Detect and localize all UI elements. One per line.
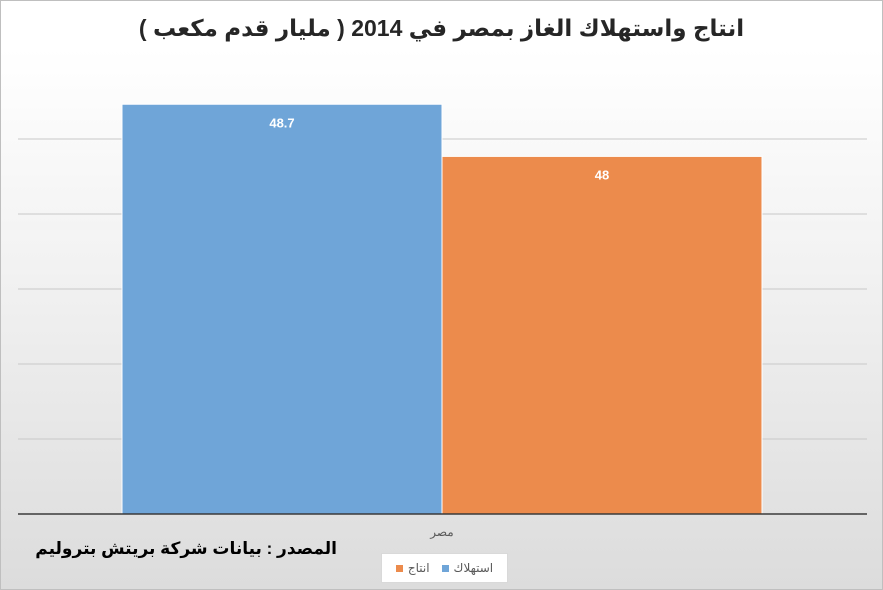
- source-note: المصدر : بيانات شركة بريتش بتروليم: [35, 539, 337, 558]
- bar-production: [441, 155, 763, 515]
- legend-label-consumption: استهلاك: [453, 561, 494, 575]
- legend: استهلاك انتاج: [381, 553, 508, 583]
- legend-swatch-consumption: [441, 564, 449, 572]
- legend-swatch-production: [395, 564, 403, 572]
- x-tick-label: مصر: [429, 525, 453, 539]
- data-label-consumption: 48.7: [269, 115, 294, 130]
- data-labels: 48.7 48: [269, 115, 609, 182]
- chart-title: انتاج واستهلاك الغاز بمصر في 2014 ( مليا…: [138, 15, 745, 41]
- x-axis: مصر: [18, 513, 867, 539]
- legend-label-production: انتاج: [407, 561, 430, 575]
- data-label-production: 48: [595, 167, 609, 182]
- bar-consumption: [121, 103, 443, 515]
- legend-entry-consumption: استهلاك: [441, 561, 494, 575]
- legend-entry-production: انتاج: [395, 561, 430, 575]
- bars: [121, 103, 763, 515]
